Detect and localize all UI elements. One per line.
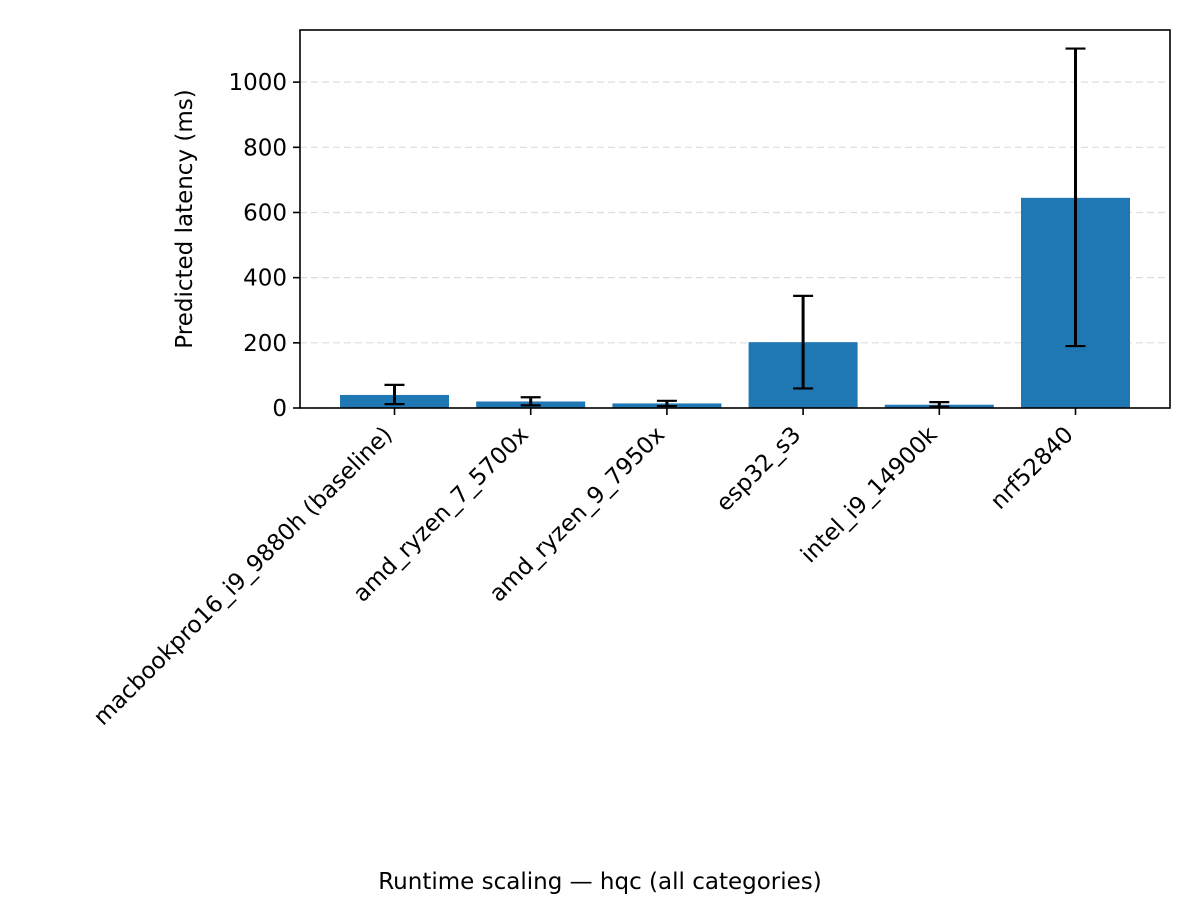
x-tick-label: esp32_s3: [712, 422, 807, 517]
y-tick-label: 1000: [228, 70, 287, 96]
y-tick-label: 400: [243, 266, 287, 292]
x-axis: macbookpro16_i9_9880h (baseline)amd_ryze…: [89, 408, 1079, 731]
y-axis: 0 200 400 600 800 1000: [228, 70, 300, 422]
y-tick-label: 200: [243, 331, 287, 357]
y-tick-label: 800: [243, 135, 287, 161]
x-tick-label: macbookpro16_i9_9880h (baseline): [89, 422, 398, 731]
bars: [340, 197, 1130, 408]
x-tick-label: intel_i9_14900k: [796, 421, 943, 568]
chart-title: Runtime scaling — hqc (all categories): [378, 869, 822, 895]
x-tick-label: nrf52840: [986, 422, 1079, 515]
error-bars: [384, 47, 1086, 408]
y-axis-label: Predicted latency (ms): [172, 89, 198, 348]
y-tick-label: 0: [272, 396, 287, 422]
y-tick-label: 600: [243, 200, 287, 226]
plot-frame: [299, 29, 1171, 409]
